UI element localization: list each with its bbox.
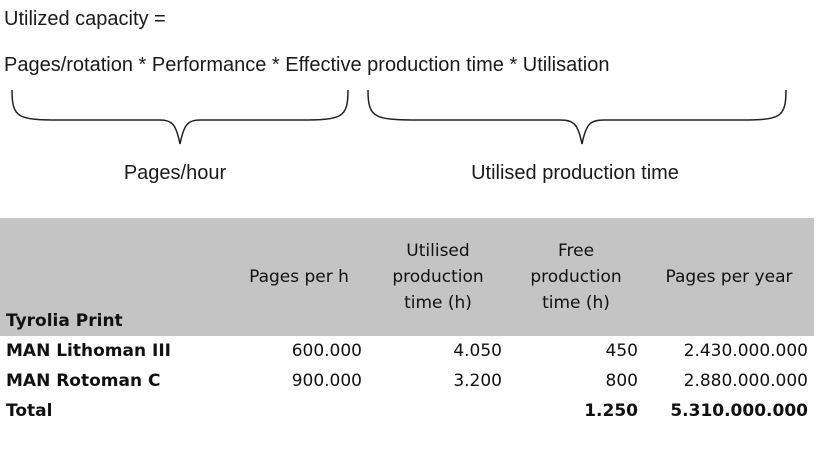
brace-utilised-time	[367, 89, 787, 145]
header-line: production	[392, 267, 484, 287]
row-utilised-time: 4.050	[453, 341, 502, 361]
table-total-row: Total 1.250 5.310.000.000	[0, 396, 814, 426]
formula-equation: Pages/rotation * Performance * Effective…	[4, 54, 610, 76]
header-pages-per-h: Pages per h	[249, 267, 349, 287]
row-free-time: 800	[605, 371, 638, 391]
row-free-time: 450	[605, 341, 638, 361]
header-company: Tyrolia Print	[6, 311, 123, 331]
header-free-time: Free production time (h)	[508, 218, 644, 336]
total-pages-per-h	[230, 396, 368, 426]
row-pages-per-year: 2.430.000.000	[683, 341, 808, 361]
header-line: production	[530, 267, 622, 287]
header-line: time (h)	[404, 293, 472, 313]
header-utilised-time: Utilised production time (h)	[368, 218, 508, 336]
row-pages-per-h: 600.000	[291, 341, 362, 361]
brace-label-utilised-time: Utilised production time	[471, 162, 679, 184]
table-row: MAN Lithoman III 600.000 4.050 450 2.430…	[0, 336, 814, 366]
row-name: MAN Lithoman III	[6, 341, 171, 361]
underbraces	[11, 89, 787, 145]
table-header-row: Tyrolia Print Pages per h Utilised produc…	[0, 218, 814, 336]
header-pages-per-year: Pages per year	[665, 267, 793, 287]
total-pages-per-year: 5.310.000.000	[670, 401, 808, 421]
total-free-time: 1.250	[584, 401, 638, 421]
header-line: Free	[557, 241, 595, 261]
row-pages-per-h: 900.000	[291, 371, 362, 391]
row-utilised-time: 3.200	[453, 371, 502, 391]
capacity-table: Tyrolia Print Pages per h Utilised produc…	[0, 218, 814, 426]
header-line: Utilised	[406, 241, 470, 261]
total-label: Total	[6, 401, 53, 421]
row-pages-per-year: 2.880.000.000	[683, 371, 808, 391]
brace-pages-hour	[11, 89, 349, 145]
header-line: time (h)	[542, 293, 610, 313]
formula-title: Utilized capacity =	[4, 8, 166, 30]
row-name: MAN Rotoman C	[6, 371, 161, 391]
table-row: MAN Rotoman C 900.000 3.200 800 2.880.00…	[0, 366, 814, 396]
brace-label-pages-hour: Pages/hour	[123, 162, 227, 184]
total-utilised-time	[368, 396, 508, 426]
